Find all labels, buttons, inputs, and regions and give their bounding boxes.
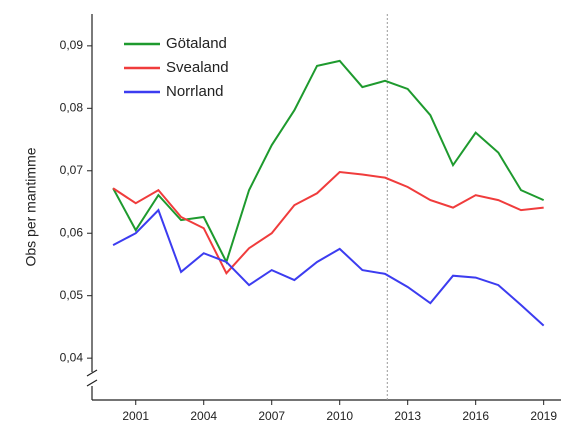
line xyxy=(112,208,545,327)
legend-label: Norrland xyxy=(166,83,224,100)
x-tick-label: 2010 xyxy=(326,409,353,423)
y-axis-label: Obs per mantimme xyxy=(23,147,39,266)
x-tick-label: 2001 xyxy=(122,409,149,423)
legend-label: Svealand xyxy=(166,59,229,76)
y-tick-label: 0,09 xyxy=(60,38,84,52)
x-tick-label: 2007 xyxy=(258,409,285,423)
y-tick-label: 0,05 xyxy=(60,288,84,302)
legend-label: Götaland xyxy=(166,35,227,52)
y-tick-label: 0,07 xyxy=(60,163,84,177)
y-tick-label: 0,08 xyxy=(60,100,84,114)
x-tick-label: 2013 xyxy=(394,409,421,423)
line xyxy=(112,170,544,275)
x-tick-label: 2016 xyxy=(462,409,489,423)
y-tick-label: 0,06 xyxy=(60,225,84,239)
axis-break xyxy=(86,379,98,387)
x-tick-label: 2004 xyxy=(190,409,217,423)
y-tick-label: 0,04 xyxy=(60,350,84,364)
x-tick-label: 2019 xyxy=(530,409,557,423)
axis-break xyxy=(86,369,98,377)
